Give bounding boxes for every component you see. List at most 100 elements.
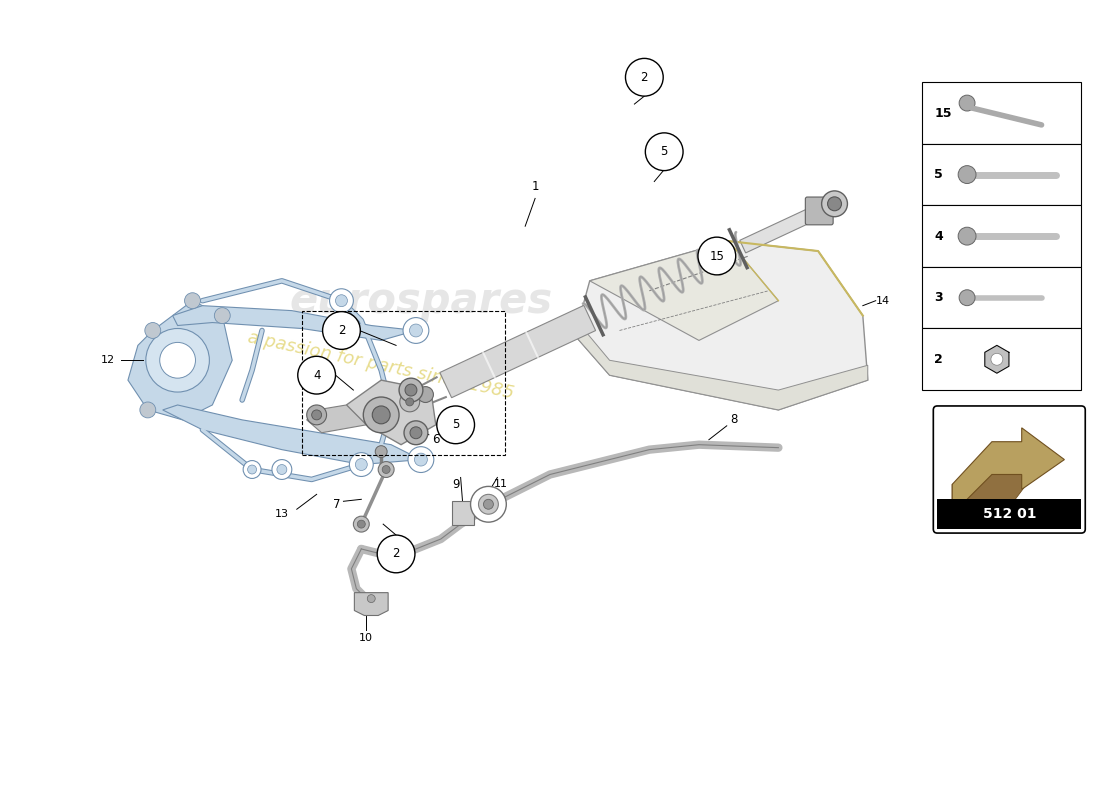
Text: 1: 1 <box>531 180 539 193</box>
Text: 13: 13 <box>275 510 289 519</box>
Text: 2: 2 <box>393 547 399 561</box>
Circle shape <box>399 392 420 412</box>
Text: 7: 7 <box>332 498 340 510</box>
Text: 15: 15 <box>710 250 724 262</box>
Circle shape <box>307 405 327 425</box>
Circle shape <box>185 293 200 309</box>
Circle shape <box>415 453 428 466</box>
Circle shape <box>471 486 506 522</box>
Circle shape <box>243 461 261 478</box>
Circle shape <box>330 289 353 313</box>
Circle shape <box>827 197 842 210</box>
Polygon shape <box>440 306 595 398</box>
Polygon shape <box>307 405 366 433</box>
Circle shape <box>350 453 373 477</box>
Circle shape <box>406 398 414 406</box>
Circle shape <box>272 459 292 479</box>
Circle shape <box>358 520 365 528</box>
Circle shape <box>959 290 975 306</box>
Text: 10: 10 <box>360 634 373 643</box>
Text: 14: 14 <box>876 296 890 306</box>
Circle shape <box>478 494 498 514</box>
Bar <box>923 267 1081 329</box>
Circle shape <box>991 354 1003 366</box>
Polygon shape <box>346 380 436 445</box>
Bar <box>937 499 1081 529</box>
Circle shape <box>404 421 428 445</box>
Text: 11: 11 <box>493 479 507 490</box>
Circle shape <box>410 427 422 438</box>
Polygon shape <box>984 346 1009 373</box>
Polygon shape <box>953 474 1028 521</box>
Circle shape <box>403 318 429 343</box>
Text: eurospares: eurospares <box>289 280 552 322</box>
Circle shape <box>160 342 196 378</box>
Polygon shape <box>953 428 1065 514</box>
Circle shape <box>146 329 209 392</box>
Text: 5: 5 <box>452 418 460 431</box>
Circle shape <box>336 294 348 306</box>
Circle shape <box>367 594 375 602</box>
Text: a passion for parts since 1985: a passion for parts since 1985 <box>246 328 516 402</box>
Circle shape <box>626 58 663 96</box>
Polygon shape <box>575 241 868 410</box>
Circle shape <box>408 446 433 473</box>
Circle shape <box>959 95 975 111</box>
Circle shape <box>322 312 361 350</box>
Bar <box>923 144 1081 206</box>
Polygon shape <box>575 330 868 410</box>
Bar <box>301 310 505 454</box>
FancyBboxPatch shape <box>933 406 1086 533</box>
Bar <box>923 329 1081 390</box>
Circle shape <box>248 465 256 474</box>
Polygon shape <box>163 405 421 465</box>
Polygon shape <box>590 241 779 341</box>
Text: 4: 4 <box>312 369 320 382</box>
Circle shape <box>437 406 474 444</box>
Circle shape <box>958 227 976 245</box>
Circle shape <box>405 384 417 396</box>
Circle shape <box>822 191 847 217</box>
FancyBboxPatch shape <box>452 502 473 525</box>
Text: 512 01: 512 01 <box>982 507 1036 522</box>
Text: 3: 3 <box>934 291 943 304</box>
Circle shape <box>646 133 683 170</box>
Polygon shape <box>354 593 388 615</box>
Text: 2: 2 <box>338 324 345 337</box>
Circle shape <box>484 499 494 510</box>
Text: 2: 2 <box>934 353 943 366</box>
Text: 12: 12 <box>101 355 116 366</box>
Polygon shape <box>173 306 416 341</box>
Circle shape <box>372 406 390 424</box>
Circle shape <box>355 458 367 470</box>
Circle shape <box>377 535 415 573</box>
Text: 5: 5 <box>934 168 943 181</box>
FancyBboxPatch shape <box>805 197 833 225</box>
Circle shape <box>378 462 394 478</box>
Text: 4: 4 <box>934 230 943 242</box>
Circle shape <box>698 237 736 275</box>
Circle shape <box>298 356 336 394</box>
Text: 6: 6 <box>432 434 440 446</box>
Circle shape <box>140 402 156 418</box>
Circle shape <box>277 465 287 474</box>
Text: 15: 15 <box>934 106 952 119</box>
Bar <box>923 82 1081 144</box>
Circle shape <box>418 386 433 402</box>
Circle shape <box>375 446 387 458</box>
Circle shape <box>145 322 161 338</box>
Circle shape <box>311 410 321 420</box>
Text: 2: 2 <box>640 70 648 84</box>
Text: 5: 5 <box>660 146 668 158</box>
Circle shape <box>353 516 370 532</box>
Circle shape <box>958 166 976 183</box>
Circle shape <box>382 466 390 474</box>
Circle shape <box>399 378 422 402</box>
Circle shape <box>363 397 399 433</box>
Polygon shape <box>128 301 232 420</box>
Circle shape <box>409 324 422 337</box>
Text: 8: 8 <box>730 414 737 426</box>
Text: 9: 9 <box>452 478 460 491</box>
Bar <box>923 206 1081 267</box>
Polygon shape <box>740 202 827 253</box>
